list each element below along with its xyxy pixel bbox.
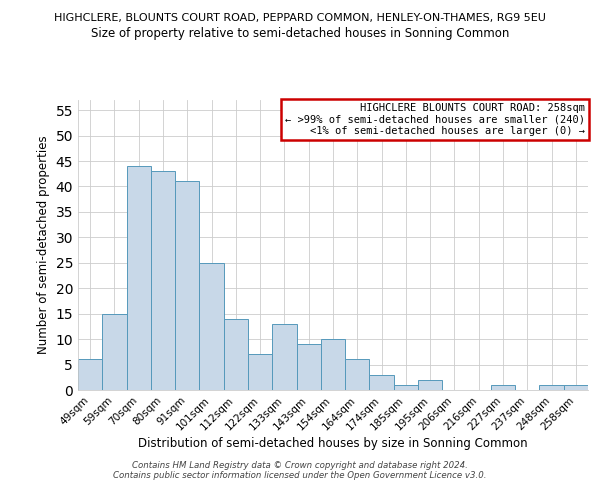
Text: HIGHCLERE, BLOUNTS COURT ROAD, PEPPARD COMMON, HENLEY-ON-THAMES, RG9 5EU: HIGHCLERE, BLOUNTS COURT ROAD, PEPPARD C… (54, 12, 546, 22)
Text: Contains HM Land Registry data © Crown copyright and database right 2024.
Contai: Contains HM Land Registry data © Crown c… (113, 460, 487, 480)
Bar (321, 339, 345, 390)
Bar (539, 385, 564, 390)
Bar (199, 263, 224, 390)
Bar (272, 324, 296, 390)
Bar (394, 385, 418, 390)
Bar (345, 360, 370, 390)
Bar (248, 354, 272, 390)
Bar (151, 171, 175, 390)
Bar (224, 319, 248, 390)
Bar (296, 344, 321, 390)
Bar (127, 166, 151, 390)
X-axis label: Distribution of semi-detached houses by size in Sonning Common: Distribution of semi-detached houses by … (138, 438, 528, 450)
Bar (491, 385, 515, 390)
Y-axis label: Number of semi-detached properties: Number of semi-detached properties (37, 136, 50, 354)
Bar (175, 182, 199, 390)
Bar (102, 314, 127, 390)
Bar (564, 385, 588, 390)
Text: HIGHCLERE BLOUNTS COURT ROAD: 258sqm
← >99% of semi-detached houses are smaller : HIGHCLERE BLOUNTS COURT ROAD: 258sqm ← >… (285, 103, 585, 136)
Text: Size of property relative to semi-detached houses in Sonning Common: Size of property relative to semi-detach… (91, 28, 509, 40)
Bar (370, 374, 394, 390)
Bar (418, 380, 442, 390)
Bar (78, 360, 102, 390)
